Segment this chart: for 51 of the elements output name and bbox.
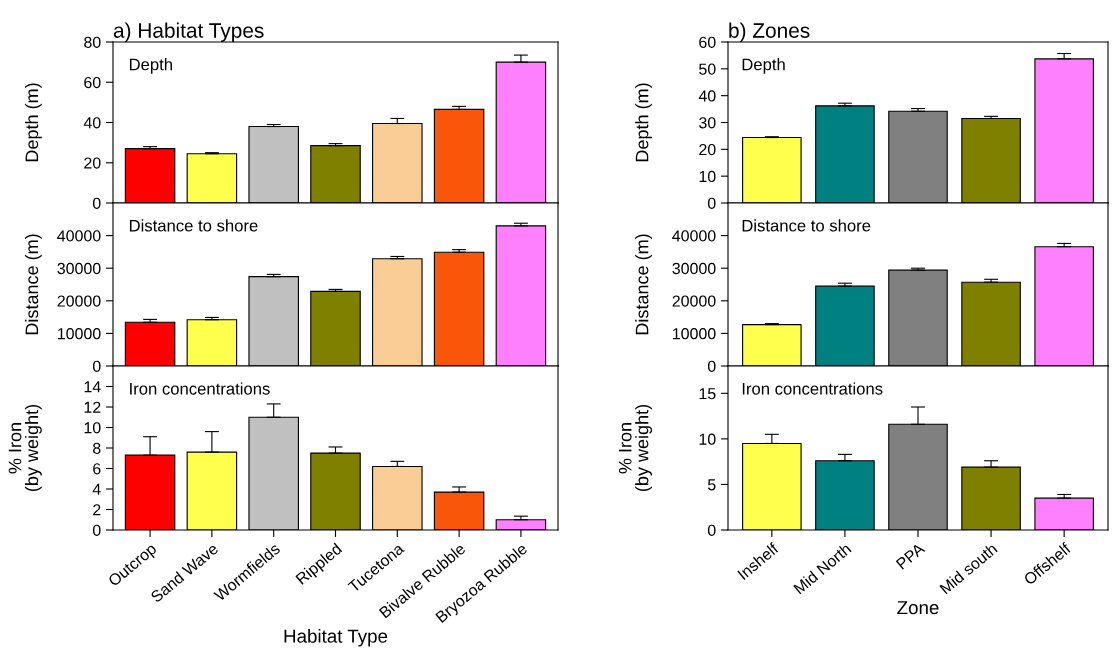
y-axis-title: Distance (m) — [24, 234, 42, 335]
y-tick-label: 10 — [84, 422, 101, 434]
y-axis-title: Depth (m) — [24, 83, 42, 162]
y-tick-label: 40 — [698, 90, 716, 102]
y-axis-title: % Iron (by weight) — [618, 404, 652, 492]
y-tick-label: 20000 — [672, 295, 716, 307]
y-axis-title: Distance (m) — [635, 234, 652, 335]
y-tick-label: 10 — [699, 433, 716, 445]
y-tick-label: 14 — [84, 381, 101, 393]
y-tick-label: 10000 — [673, 328, 716, 340]
y-tick-label: 40000 — [672, 230, 716, 242]
y-tick-label: 2 — [93, 504, 101, 516]
annotation: Distance to shore — [742, 219, 871, 232]
y-tick-label: 6 — [93, 463, 101, 475]
y-tick-label: 30000 — [672, 262, 716, 275]
y-tick-label: 8 — [93, 442, 101, 454]
annotation: Distance to shore — [129, 219, 258, 232]
y-axis-title: % Iron (by weight) — [8, 404, 42, 492]
y-tick-label: 20 — [699, 143, 716, 156]
y-tick-label: 0 — [92, 197, 101, 209]
y-tick-label: 40 — [83, 117, 101, 129]
x-tick-label: PPA — [895, 542, 926, 570]
y-tick-label: 12 — [84, 401, 101, 413]
y-tick-label: 0 — [707, 197, 716, 209]
annotation: Depth — [742, 58, 785, 74]
y-tick-label: 0 — [92, 360, 101, 372]
y-tick-label: 80 — [84, 36, 101, 48]
y-tick-label: 5 — [707, 479, 716, 491]
y-tick-label: 4 — [92, 483, 101, 495]
y-tick-label: 20000 — [57, 295, 101, 307]
y-tick-label: 0 — [92, 524, 101, 536]
chart-title: a) Habitat Types — [113, 22, 264, 42]
y-tick-label: 30000 — [57, 262, 101, 275]
x-axis-title: Habitat Type — [284, 629, 388, 647]
y-tick-label: 0 — [707, 360, 716, 372]
annotation: Iron concentrations — [742, 382, 883, 395]
y-tick-label: 0 — [707, 524, 716, 536]
y-tick-label: 50 — [699, 63, 716, 75]
y-tick-label: 20 — [84, 157, 101, 169]
y-tick-label: 60 — [84, 76, 101, 89]
y-axis-title: Depth (m) — [635, 83, 652, 162]
annotation: Iron concentrations — [130, 382, 270, 395]
x-axis-title: Zone — [897, 601, 939, 615]
y-tick-label: 10000 — [58, 328, 101, 340]
y-tick-label: 30 — [699, 117, 716, 129]
y-tick-label: 60 — [699, 36, 716, 48]
y-tick-label: 15 — [699, 388, 716, 400]
annotation: Depth — [129, 58, 172, 74]
chart-title: b) Zones — [729, 22, 810, 42]
y-tick-label: 40000 — [57, 230, 101, 242]
y-tick-label: 10 — [699, 170, 716, 183]
